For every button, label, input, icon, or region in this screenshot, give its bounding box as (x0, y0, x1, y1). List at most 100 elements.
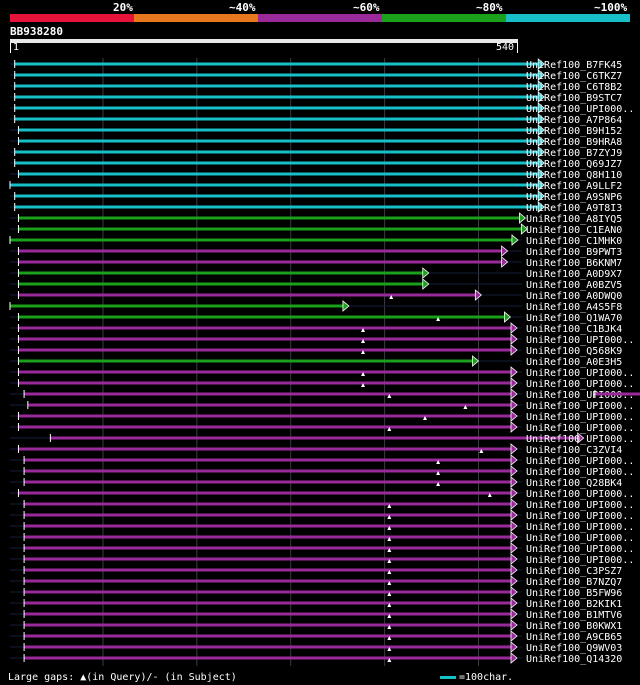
hit-label[interactable]: UniRef100_B7FK45 (526, 60, 622, 71)
hit-row[interactable]: UniRef100_B9STC7 (10, 91, 622, 104)
hit-label[interactable]: UniRef100_Q69JZ7 (526, 159, 622, 170)
hit-row[interactable]: UniRef100_B6KNM7 (10, 256, 622, 269)
hit-label[interactable]: UniRef100_C3ZVI4 (526, 445, 622, 456)
hit-row[interactable]: UniRef100_A7P864 (10, 113, 622, 126)
hit-label[interactable]: UniRef100_A0D9X7 (526, 269, 622, 280)
hit-row[interactable]: UniRef100_Q28BK4 (10, 476, 622, 489)
hit-row[interactable]: UniRef100_UPI000.. (10, 542, 634, 555)
hit-label[interactable]: UniRef100_A7P864 (526, 115, 622, 126)
hit-label[interactable]: UniRef100_Q28BK4 (526, 478, 622, 489)
hit-label[interactable]: UniRef100_UPI000.. (526, 456, 634, 467)
hit-label[interactable]: UniRef100_UPI000.. (526, 379, 634, 390)
hit-row[interactable]: UniRef100_UPI000.. (10, 377, 634, 390)
hit-row[interactable]: UniRef100_UPI000.. (10, 410, 634, 423)
hit-row[interactable]: UniRef100_A9SNP6 (10, 190, 622, 203)
hit-label[interactable]: UniRef100_B9STC7 (526, 93, 622, 104)
hit-row[interactable]: UniRef100_C6T8B2 (10, 80, 622, 93)
hit-label[interactable]: UniRef100_C3PSZ7 (526, 566, 622, 577)
hit-label[interactable]: UniRef100_UPI000.. (526, 412, 634, 423)
hit-row[interactable]: UniRef100_A0BZV5 (10, 278, 622, 291)
hit-label[interactable]: UniRef100_UPI000.. (526, 489, 634, 500)
hit-label[interactable]: UniRef100_Q14320 (526, 654, 622, 665)
hit-row[interactable]: UniRef100_B7FK45 (10, 58, 622, 71)
hit-row[interactable]: UniRef100_C3ZVI4 (10, 443, 622, 456)
hit-label[interactable]: UniRef100_A9CB65 (526, 632, 622, 643)
hit-row[interactable]: UniRef100_UPI000.. (10, 509, 634, 522)
hit-label[interactable]: UniRef100_UPI000.. (526, 423, 634, 434)
hit-label[interactable]: UniRef100_UPI000.. (526, 104, 634, 115)
hit-label[interactable]: UniRef100_Q1WA70 (526, 313, 622, 324)
hit-label[interactable]: UniRef100_B5FW96 (526, 588, 622, 599)
hit-label[interactable]: UniRef100_UPI000.. (526, 511, 634, 522)
hit-row[interactable]: UniRef100_A0D9X7 (10, 267, 622, 280)
hit-row[interactable]: UniRef100_UPI000.. (10, 531, 634, 544)
hit-row[interactable]: UniRef100_C1EAN0 (10, 223, 622, 236)
hit-label[interactable]: UniRef100_A9T8I3 (526, 203, 622, 214)
hit-row[interactable]: UniRef100_C1BJK4 (10, 322, 622, 335)
hit-label[interactable]: UniRef100_UPI000.. (526, 335, 634, 346)
hit-label[interactable]: UniRef100_A9SNP6 (526, 192, 622, 203)
hit-label[interactable]: UniRef100_B7ZYJ9 (526, 148, 622, 159)
hit-row[interactable]: UniRef100_UPI000.. (10, 366, 634, 379)
hit-row[interactable]: UniRef100_Q8H110 (10, 168, 622, 181)
hit-label[interactable]: UniRef100_B7NZQ7 (526, 577, 622, 588)
hit-label[interactable]: UniRef100_B2KIK1 (526, 599, 622, 610)
hit-label[interactable]: UniRef100_C6T8B2 (526, 82, 622, 93)
hit-row[interactable]: UniRef100_UPI000.. (10, 487, 634, 500)
hit-row[interactable]: UniRef100_B2KIK1 (10, 597, 622, 610)
hit-row[interactable]: UniRef100_B7NZQ7 (10, 575, 622, 588)
hit-row[interactable]: UniRef100_Q14320 (10, 652, 622, 665)
hit-label[interactable]: UniRef100_UPI000.. (526, 368, 634, 379)
hit-row[interactable]: UniRef100_A9LLF2 (9, 179, 622, 192)
hit-row[interactable]: UniRef100_UPI000.. (10, 333, 634, 346)
hit-label[interactable]: UniRef100_B0KWX1 (526, 621, 622, 632)
hit-label[interactable]: UniRef100_UPI000.. (526, 533, 634, 544)
hit-label[interactable]: UniRef100_B9HRA8 (526, 137, 622, 148)
hit-row[interactable]: UniRef100_UPI000.. (10, 498, 634, 511)
hit-label[interactable]: UniRef100_C1BJK4 (526, 324, 622, 335)
hit-row[interactable]: UniRef100_A9T8I3 (10, 201, 622, 214)
hit-row[interactable]: UniRef100_B0KWX1 (10, 619, 622, 632)
hit-row[interactable]: UniRef100_A4S5F8 (9, 300, 622, 313)
hit-label[interactable]: UniRef100_UPI000.. (526, 544, 634, 555)
hit-label[interactable]: UniRef100_A9LLF2 (526, 181, 622, 192)
hit-label[interactable]: UniRef100_Q568K9 (526, 346, 622, 357)
hit-row[interactable]: UniRef100_A0E3H5 (10, 355, 622, 368)
hit-label[interactable]: UniRef100_Q8H110 (526, 170, 622, 181)
hit-label[interactable]: UniRef100_A0BZV5 (526, 280, 622, 291)
hit-label[interactable]: UniRef100_A0E3H5 (526, 357, 622, 368)
hit-label[interactable]: UniRef100_C6TKZ7 (526, 71, 622, 82)
hit-label[interactable]: UniRef100_B1MTV6 (526, 610, 622, 621)
hit-label[interactable]: UniRef100_C1EAN0 (526, 225, 622, 236)
hit-row[interactable]: UniRef100_UPI000.. (10, 454, 634, 467)
hit-row[interactable]: UniRef100_C6TKZ7 (10, 69, 622, 82)
hit-label[interactable]: UniRef100_UPI000.. (526, 522, 634, 533)
hit-label[interactable]: UniRef100_A8IYQ5 (526, 214, 622, 225)
hit-row[interactable]: UniRef100_UPI000.. (10, 421, 634, 434)
hit-row[interactable]: UniRef100_UPI000.. (10, 399, 634, 412)
hit-label[interactable]: UniRef100_UPI000.. (526, 500, 634, 511)
hit-row[interactable]: UniRef100_B9H152 (10, 124, 622, 137)
hit-row[interactable]: UniRef100_C3PSZ7 (10, 564, 622, 577)
hit-row[interactable]: UniRef100_UPI000.. (10, 553, 634, 566)
hit-row[interactable]: UniRef100_B9HRA8 (10, 135, 622, 148)
hit-label[interactable]: UniRef100_A0DWQ0 (526, 291, 622, 302)
hit-label[interactable]: UniRef100_UPI000.. (526, 434, 634, 445)
hit-row[interactable]: UniRef100_UPI000.. (10, 388, 634, 401)
hit-row[interactable]: UniRef100_B7ZYJ9 (10, 146, 622, 159)
hit-label[interactable]: UniRef100_B6KNM7 (526, 258, 622, 269)
hit-label[interactable]: UniRef100_A4S5F8 (526, 302, 622, 313)
hit-row[interactable]: UniRef100_A0DWQ0 (10, 289, 622, 302)
hit-row[interactable]: UniRef100_A8IYQ5 (10, 212, 622, 225)
hit-label[interactable]: UniRef100_UPI000.. (526, 401, 634, 412)
hit-row[interactable]: UniRef100_Q1WA70 (10, 311, 622, 324)
hit-label[interactable]: UniRef100_B9H152 (526, 126, 622, 137)
hit-row[interactable]: UniRef100_B9PWT3 (10, 245, 622, 258)
hit-row[interactable]: UniRef100_UPI000.. (10, 102, 634, 115)
hit-row[interactable]: UniRef100_Q568K9 (10, 344, 622, 357)
hit-row[interactable]: UniRef100_Q69JZ7 (10, 157, 622, 170)
hit-row[interactable]: UniRef100_B5FW96 (10, 586, 622, 599)
hit-label[interactable]: UniRef100_UPI000.. (526, 555, 634, 566)
hit-row[interactable]: UniRef100_A9CB65 (10, 630, 622, 643)
hit-row[interactable]: UniRef100_UPI000.. (10, 432, 634, 445)
